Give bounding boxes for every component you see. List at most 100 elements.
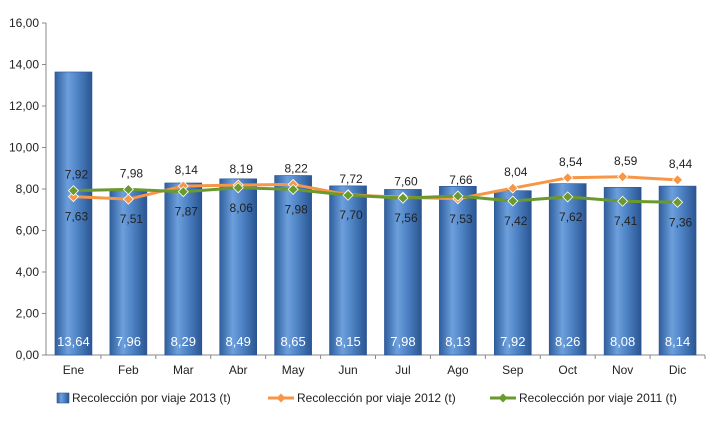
legend-marker (276, 393, 286, 403)
point-value-label: 7,72 (339, 172, 363, 186)
bar-value-label: 8,08 (610, 334, 635, 349)
point-marker (617, 171, 629, 183)
x-tick-label: Ene (63, 363, 85, 377)
point-value-label: 7,56 (394, 211, 418, 225)
legend-label: Recolección por viaje 2012 (t) (297, 391, 456, 405)
point-marker (342, 189, 354, 201)
point-marker (671, 196, 684, 208)
point-marker (617, 195, 629, 207)
bar-value-label: 7,96 (116, 334, 141, 349)
bar-value-label: 8,14 (665, 334, 690, 349)
y-tick-label: 6,00 (16, 224, 40, 238)
bar (329, 185, 367, 356)
x-tick-label: Dic (669, 363, 686, 377)
point-value-label: 8,54 (559, 155, 583, 169)
point-marker (67, 191, 80, 203)
bars (54, 71, 697, 356)
bar-value-label: 7,98 (390, 334, 415, 349)
point-value-label: 7,98 (284, 202, 308, 216)
bar-value-label: 8,65 (280, 334, 305, 349)
y-tick-label: 8,00 (16, 182, 40, 196)
point-value-label: 7,66 (449, 173, 473, 187)
bar (493, 190, 532, 356)
y-tick-label: 0,00 (16, 348, 40, 362)
bar (219, 178, 258, 356)
point-marker (122, 193, 134, 205)
x-tick-label: May (282, 363, 305, 377)
x-tick-label: Jun (338, 363, 357, 377)
point-marker (671, 174, 684, 186)
legend-label: Recolección por viaje 2011 (t) (519, 391, 677, 405)
point-value-label: 7,41 (614, 214, 638, 228)
point-value-label: 8,22 (284, 161, 308, 175)
bar (384, 189, 422, 356)
point-value-label: 8,06 (230, 201, 254, 215)
point-value-label: 7,42 (504, 214, 528, 228)
point-marker (507, 182, 519, 194)
bar (274, 175, 312, 356)
point-value-label: 8,44 (669, 157, 693, 171)
point-value-label: 7,98 (120, 166, 144, 180)
point-marker (177, 186, 189, 198)
series-line (73, 186, 678, 204)
x-tick-label: Jul (395, 363, 410, 377)
bar (658, 185, 697, 356)
axes: 0,00 2,00 4,00 6,00 8,00 10,00 12,00 14,00 16,00… (9, 16, 706, 377)
bar (603, 187, 642, 356)
point-marker (507, 195, 519, 207)
x-tick-label: Abr (229, 363, 248, 377)
bar (54, 71, 93, 356)
labels: 13,64 7,96 8,29 8,49 8,65 8,15 7,98 8,13 7,92 8,2… (57, 154, 692, 349)
x-tick-label: Ago (447, 363, 469, 377)
lines (67, 171, 684, 208)
point-marker (562, 191, 574, 203)
point-marker (397, 192, 409, 204)
point-value-label: 7,87 (175, 205, 199, 219)
legend-swatch (56, 392, 70, 404)
y-tick-label: 2,00 (16, 307, 40, 321)
point-marker (287, 183, 299, 195)
point-value-label: 7,60 (394, 174, 418, 188)
point-marker (232, 182, 244, 194)
point-value-label: 7,92 (65, 168, 89, 182)
point-value-label: 7,63 (65, 210, 89, 224)
point-marker (452, 190, 464, 202)
bar-value-label: 8,15 (335, 334, 360, 349)
bar-value-label: 8,29 (171, 334, 196, 349)
point-value-label: 7,70 (339, 208, 363, 222)
bar-value-label: 8,26 (555, 334, 580, 349)
bar (164, 182, 203, 356)
x-tick-label: Feb (118, 363, 139, 377)
point-marker (67, 185, 80, 197)
bar (109, 189, 148, 356)
x-tick-label: Nov (612, 363, 633, 377)
point-marker (122, 183, 134, 195)
y-tick-label: 12,00 (9, 99, 39, 113)
bar (548, 183, 587, 356)
x-tick-label: Sep (502, 363, 524, 377)
point-value-label: 7,62 (559, 210, 583, 224)
y-tick-label: 10,00 (9, 141, 39, 155)
point-value-label: 8,59 (614, 154, 638, 168)
bar-value-label: 7,92 (500, 334, 525, 349)
point-value-label: 8,14 (175, 163, 199, 177)
y-tick-label: 16,00 (9, 16, 39, 30)
point-value-label: 8,04 (504, 165, 528, 179)
y-tick-label: 14,00 (9, 58, 39, 72)
bar-value-label: 13,64 (57, 334, 90, 349)
y-tick-label: 4,00 (16, 265, 40, 279)
point-value-label: 7,36 (669, 215, 693, 229)
point-value-label: 8,19 (230, 162, 254, 176)
bar (439, 186, 477, 356)
legend-label: Recolección por viaje 2013 (t) (72, 391, 231, 405)
bar-value-label: 8,49 (226, 334, 251, 349)
x-tick-label: Mar (173, 363, 194, 377)
point-value-label: 7,51 (120, 212, 144, 226)
point-marker (562, 172, 574, 184)
bar-value-label: 8,13 (445, 334, 470, 349)
point-value-label: 7,53 (449, 212, 473, 226)
x-tick-label: Oct (558, 363, 577, 377)
legend: Recolección por viaje 2013 (t) Recolecció… (56, 391, 677, 405)
legend-marker (498, 393, 508, 403)
